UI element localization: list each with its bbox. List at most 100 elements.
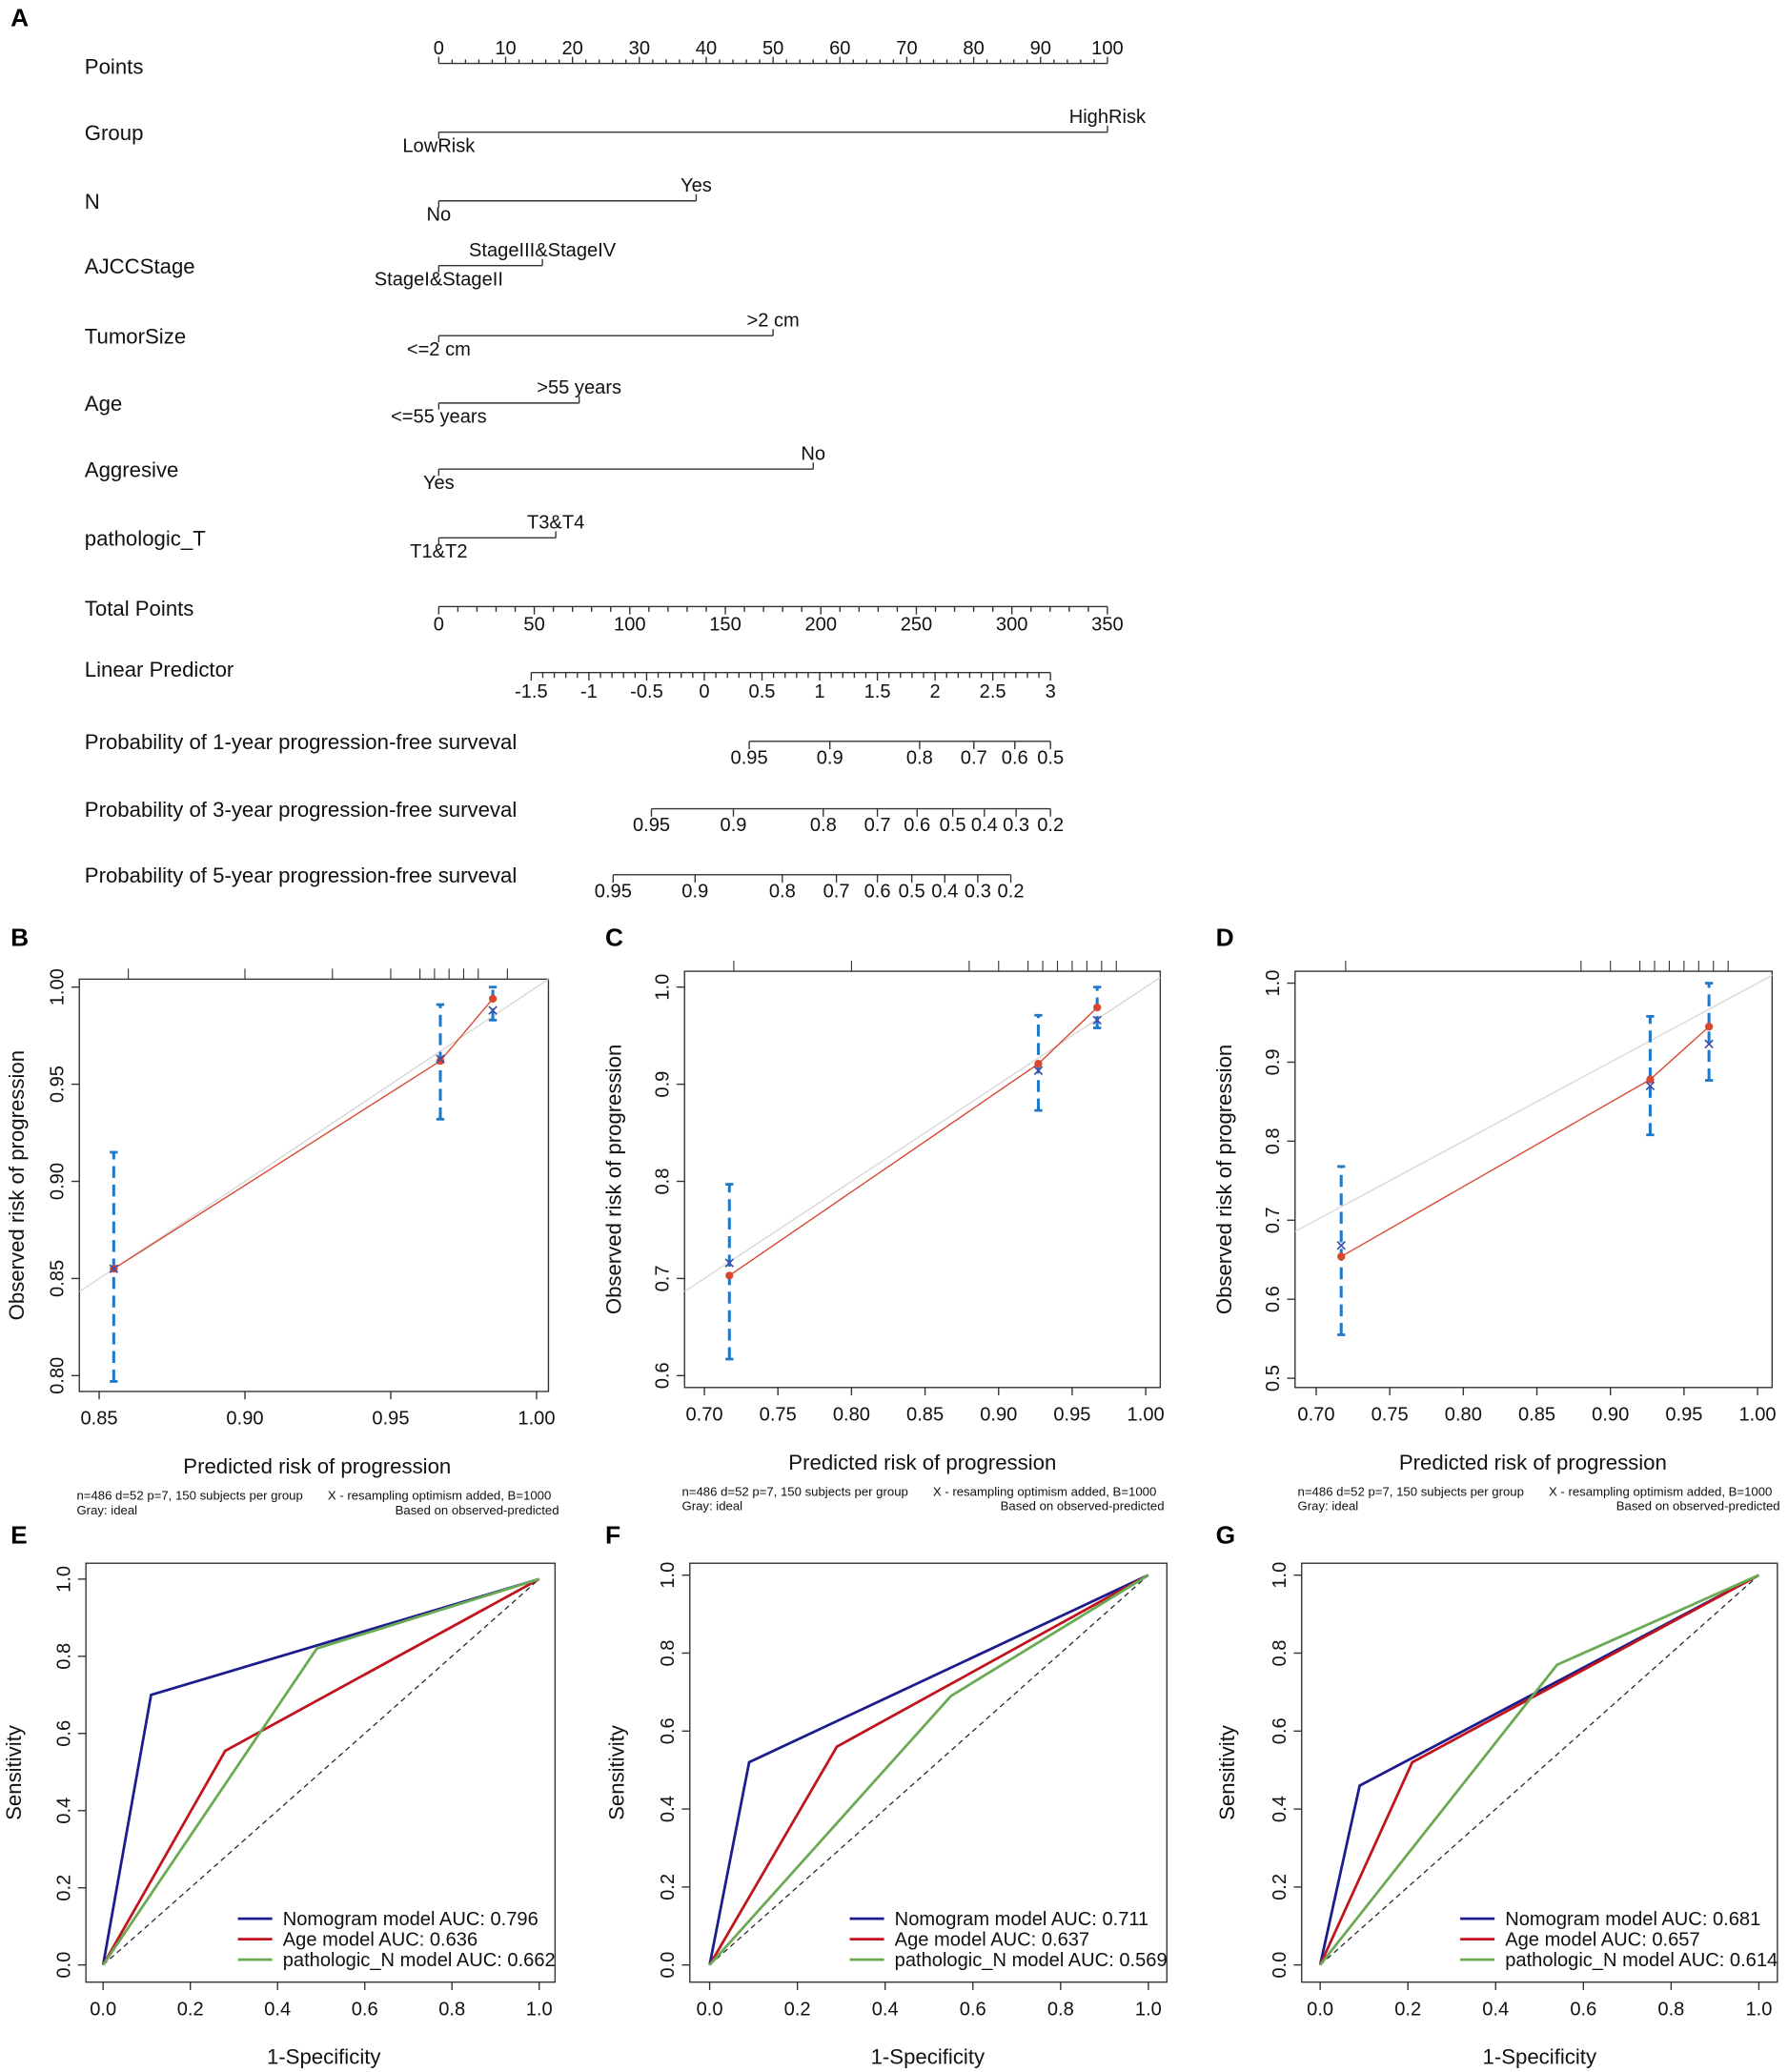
linear-predictor-tick-label: -1 [580, 681, 598, 702]
y-axis-label: Sensitivity [604, 1724, 628, 1820]
x-tick-label: 1.0 [1135, 1999, 1162, 2020]
linear-predictor-tick-label: 2.5 [980, 681, 1006, 702]
y-tick-label: 0.6 [54, 1720, 75, 1747]
linear-predictor-tick-label: 3 [1046, 681, 1056, 702]
footnote-gray-ideal: Gray: ideal [76, 1503, 137, 1517]
x-tick-label: 0.95 [1665, 1404, 1702, 1425]
y-tick-label: 0.0 [54, 1952, 75, 1979]
y-tick-label: 0.8 [54, 1643, 75, 1670]
corrected-x-marker [1336, 1241, 1346, 1250]
points-tick-label: 20 [561, 38, 582, 59]
variable-label: Group [85, 121, 144, 145]
plot-frame [683, 970, 1162, 1389]
legend-entry: Nomogram model AUC: 0.681 [1505, 1909, 1760, 1930]
x-axis-label: 1-Specificity [871, 2045, 985, 2069]
footnote-n: n=486 d=52 p=7, 150 subjects per group [76, 1489, 302, 1503]
footnote-based-on: Based on observed-predicted [396, 1503, 559, 1517]
probability-tick-label: 0.4 [931, 881, 958, 902]
points-tick-label: 90 [1030, 38, 1051, 59]
probability-tick-label: 0.5 [899, 881, 925, 902]
x-tick-label: 1.0 [1745, 1999, 1772, 2020]
observed-point [1646, 1075, 1655, 1084]
observed-point [436, 1056, 445, 1066]
x-tick-label: 0.80 [833, 1404, 870, 1425]
variable-label: Age [85, 392, 122, 416]
y-tick-label: 1.0 [658, 1562, 679, 1589]
probability-tick-label: 0.6 [904, 815, 930, 836]
x-tick-label: 0.80 [1445, 1404, 1482, 1425]
probability-scale-label: Probability of 3-year progression-free s… [85, 798, 518, 822]
legend-entry: pathologic_N model AUC: 0.569 [895, 1950, 1168, 1971]
panel-label-F: F [605, 1520, 620, 1549]
corrected-x-marker [1645, 1081, 1656, 1091]
observed-point [725, 1271, 734, 1280]
level-label: No [801, 443, 825, 464]
roc-curve [1319, 1574, 1760, 1966]
x-tick-label: 0.70 [685, 1404, 722, 1425]
x-tick-label: 0.8 [1047, 1999, 1074, 2020]
variable-label: pathologic_T [85, 527, 206, 551]
level-label: No [427, 205, 452, 226]
roc-curve [1318, 1574, 1760, 1966]
x-tick-label: 0.0 [90, 1999, 116, 2020]
total-points-label: Total Points [85, 597, 194, 620]
total-points-tick-label: 50 [523, 614, 544, 635]
footnote-n: n=486 d=52 p=7, 150 subjects per group [681, 1484, 907, 1498]
y-tick-label: 0.2 [54, 1875, 75, 1901]
y-axis-label: Observed risk of progression [1212, 1045, 1236, 1314]
roc-curve [102, 1577, 540, 1966]
level-label: <=55 years [391, 407, 487, 428]
linear-predictor-tick-label: 0 [699, 681, 709, 702]
probability-tick-label: 0.3 [1003, 815, 1029, 836]
reference-diagonal [102, 1578, 540, 1966]
x-axis-label: Predicted risk of progression [1399, 1451, 1667, 1474]
probability-tick-label: 0.8 [810, 815, 837, 836]
reference-diagonal [1319, 1574, 1759, 1966]
points-tick-label: 30 [629, 38, 650, 59]
total-points-tick-label: 200 [804, 614, 837, 635]
x-tick-label: 1.00 [518, 1409, 555, 1430]
observed-point [1034, 1060, 1043, 1068]
reference-diagonal [709, 1574, 1149, 1966]
footnote-based-on: Based on observed-predicted [1616, 1499, 1780, 1513]
plot-frame [78, 978, 550, 1392]
linear-predictor-tick-label: 0.5 [749, 681, 776, 702]
legend-entry: pathologic_N model AUC: 0.662 [283, 1950, 556, 1971]
roc-curve [1318, 1574, 1760, 1965]
x-tick-label: 1.00 [1128, 1404, 1165, 1425]
x-tick-label: 0.8 [438, 1999, 465, 2020]
x-axis-label: Predicted risk of progression [183, 1454, 451, 1478]
y-tick-label: 0.4 [658, 1796, 679, 1822]
x-tick-label: 0.4 [872, 1999, 899, 2020]
x-tick-label: 0.2 [784, 1999, 811, 2020]
linear-predictor-tick-label: 1.5 [864, 681, 891, 702]
x-tick-label: 0.70 [1297, 1404, 1334, 1425]
roc-curve [101, 1577, 540, 1965]
x-tick-label: 0.90 [226, 1409, 263, 1430]
points-tick-label: 0 [434, 38, 444, 59]
footnote-based-on: Based on observed-predicted [1001, 1499, 1165, 1513]
corrected-x-marker [436, 1054, 445, 1064]
corrected-x-marker [488, 1006, 498, 1015]
roc-curve [708, 1574, 1149, 1966]
probability-tick-label: 0.5 [1037, 747, 1064, 768]
plot-frame [85, 1562, 557, 1983]
x-tick-label: 0.8 [1657, 1999, 1684, 2020]
y-tick-label: 0.85 [48, 1260, 69, 1297]
total-points-tick-label: 150 [709, 614, 742, 635]
y-tick-label: 0.2 [1270, 1874, 1290, 1900]
panel-label-A: A [10, 4, 29, 32]
y-tick-label: 1.00 [48, 968, 69, 1006]
x-tick-label: 0.85 [1518, 1404, 1555, 1425]
level-label: LowRisk [402, 135, 476, 156]
y-tick-label: 1.0 [1263, 970, 1284, 997]
legend-entry: Age model AUC: 0.657 [1505, 1930, 1699, 1951]
x-tick-label: 0.2 [1394, 1999, 1421, 2020]
linear-predictor-tick-label: -0.5 [630, 681, 663, 702]
y-tick-label: 1.0 [54, 1566, 75, 1593]
points-tick-label: 50 [762, 38, 783, 59]
variable-label: Aggresive [85, 458, 179, 482]
observed-point [488, 994, 498, 1004]
y-tick-label: 0.90 [48, 1163, 69, 1200]
